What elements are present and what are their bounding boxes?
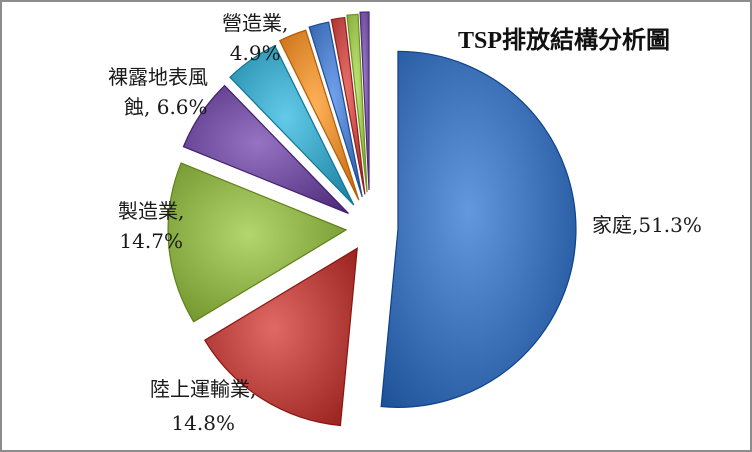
pie-slice-manufacturing bbox=[167, 162, 348, 323]
slice-label-manufacturing-value: 14.7% bbox=[119, 229, 183, 253]
pie-slice-other-4 bbox=[346, 13, 368, 193]
slice-label-wind-erosion-line1: 裸露地表風 bbox=[108, 65, 208, 89]
slice-label-construction-value: 4.9% bbox=[229, 41, 281, 65]
slice-label-wind-erosion: 裸露地表風 蝕, 6.6% bbox=[108, 64, 208, 120]
pie-slice-other-3 bbox=[330, 16, 366, 195]
slice-label-land-transport: 陸上運輸業, 14.8% bbox=[150, 376, 256, 436]
pie-slice-household bbox=[380, 50, 577, 408]
slice-label-manufacturing: 製造業, 14.7% bbox=[118, 198, 184, 254]
slice-label-manufacturing-name: 製造業, bbox=[118, 199, 185, 223]
pie-slice-construction bbox=[229, 44, 355, 206]
pie-slice-other-5 bbox=[359, 11, 370, 191]
slice-label-wind-erosion-line2: 蝕, 6.6% bbox=[124, 95, 208, 119]
pie-slice-land-transport bbox=[203, 247, 358, 427]
slice-label-household-name: 家庭, bbox=[592, 213, 639, 237]
pie-slice-wind-erosion bbox=[182, 84, 349, 215]
pie-slice-other-2 bbox=[308, 21, 363, 198]
slice-label-land-transport-value: 14.8% bbox=[171, 411, 235, 435]
chart-title: TSP排放結構分析圖 bbox=[458, 28, 671, 54]
slice-label-household-value: 51.3% bbox=[638, 213, 702, 237]
pie-slice-other-1 bbox=[278, 29, 360, 201]
slice-label-construction: 營造業, 4.9% bbox=[222, 10, 288, 66]
slice-label-construction-name: 營造業, bbox=[222, 11, 289, 35]
slice-label-land-transport-name: 陸上運輸業, bbox=[150, 377, 257, 401]
slice-label-household: 家庭,51.3% bbox=[592, 212, 702, 238]
